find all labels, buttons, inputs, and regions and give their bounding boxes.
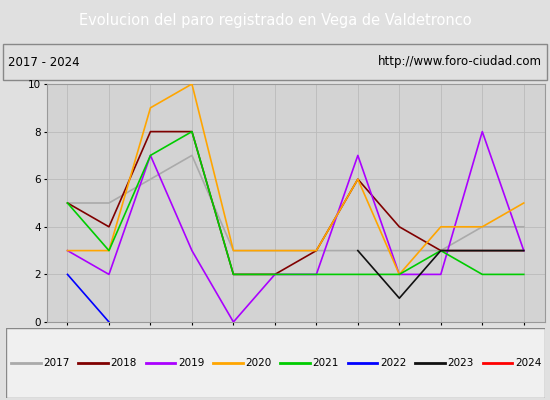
Text: 2023: 2023 (448, 358, 474, 368)
Text: 2017 - 2024: 2017 - 2024 (8, 56, 80, 68)
Text: 2021: 2021 (313, 358, 339, 368)
Text: 2017: 2017 (43, 358, 70, 368)
Text: 2024: 2024 (515, 358, 541, 368)
Text: 2020: 2020 (245, 358, 272, 368)
Text: 2019: 2019 (178, 358, 205, 368)
Text: 2018: 2018 (111, 358, 137, 368)
Text: http://www.foro-ciudad.com: http://www.foro-ciudad.com (378, 56, 542, 68)
Text: 2022: 2022 (380, 358, 406, 368)
Text: Evolucion del paro registrado en Vega de Valdetronco: Evolucion del paro registrado en Vega de… (79, 14, 471, 28)
